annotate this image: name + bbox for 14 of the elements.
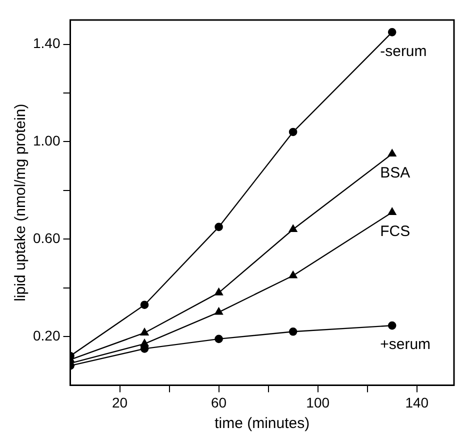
x-tick-label: 20 [112,394,128,410]
y-tick-label: 0.20 [33,327,60,344]
x-tick-label: 140 [405,394,429,410]
x-tick-label: 60 [211,394,227,410]
series-label: +serum [380,336,431,354]
series-label: BSA [380,164,410,182]
y-axis-title: lipid uptake (nmol/mg protein) [12,104,30,302]
x-axis-title: time (minutes) [214,415,310,432]
y-tick-label: 1.00 [33,132,60,149]
y-tick-label: 0.60 [33,230,60,246]
series-label: -serum [380,42,427,60]
y-tick-label: 1.40 [33,35,60,52]
series-label: FCS [380,222,410,240]
x-tick-label: 100 [306,394,330,410]
